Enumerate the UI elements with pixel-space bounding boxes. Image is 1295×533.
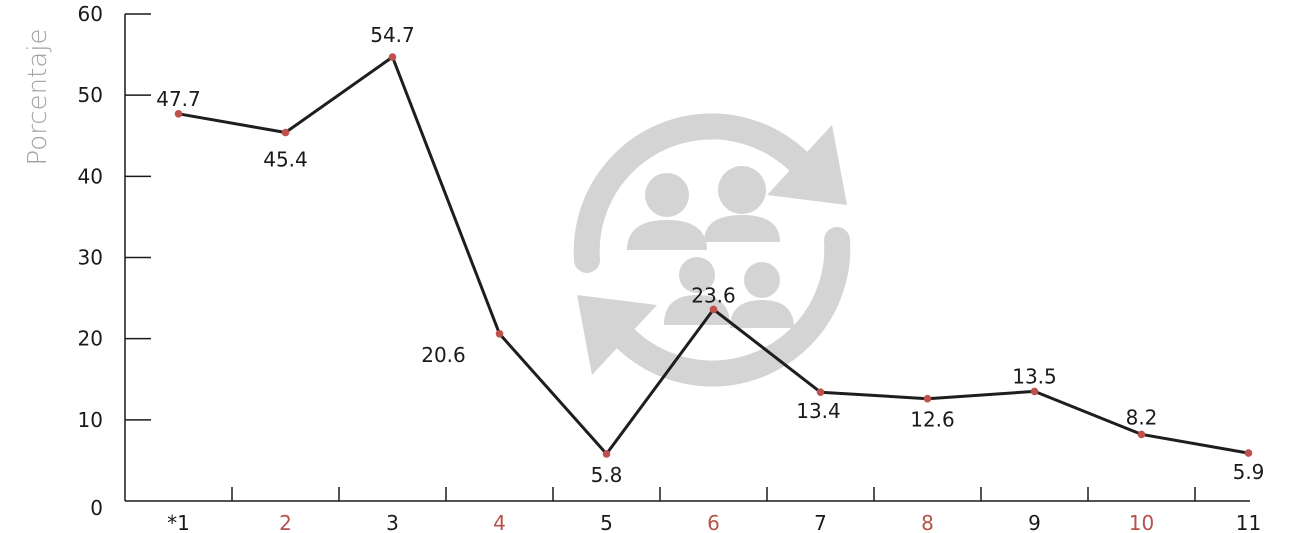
data-point [816, 388, 825, 397]
data-point [174, 110, 183, 118]
data-point [602, 450, 611, 458]
people-exchange-icon [573, 113, 851, 387]
data-label: 12.6 [910, 408, 955, 432]
data-label: 47.7 [156, 87, 201, 111]
data-point [1244, 449, 1253, 457]
data-label: 45.4 [263, 148, 308, 172]
data-label: 13.5 [1012, 364, 1057, 388]
data-label: 20.6 [421, 343, 466, 367]
x-tick-label: 7 [814, 511, 827, 533]
y-tick-label: 20 [78, 327, 103, 351]
data-label: 5.8 [591, 463, 623, 487]
x-tick-label: *1 [167, 511, 190, 533]
x-tick-label: 9 [1028, 511, 1041, 533]
data-point [1137, 430, 1146, 439]
data-label: 5.9 [1233, 460, 1265, 484]
data-point [495, 329, 504, 338]
x-tick-label: 2 [279, 511, 292, 533]
data-label: 54.7 [370, 23, 415, 47]
data-label: 13.4 [796, 399, 841, 423]
x-ticks: *1 2 3 4 5 6 7 8 9 10 11 [167, 487, 1261, 533]
x-tick-label: 3 [386, 511, 399, 533]
data-labels: 47.7 45.4 54.7 20.6 5.8 23.6 13.4 12.6 13.5 8.2 5.… [156, 23, 1264, 487]
data-point [923, 394, 932, 403]
x-tick-label: 4 [493, 511, 506, 533]
data-point [281, 128, 290, 137]
data-point [709, 305, 718, 314]
data-label: 8.2 [1126, 405, 1158, 429]
data-point [1030, 387, 1039, 396]
data-label: 23.6 [691, 283, 736, 307]
y-tick-label: 50 [78, 83, 103, 107]
y-tick-label: 10 [78, 408, 103, 432]
y-tick-label: 30 [78, 246, 103, 270]
y-axis-label: Porcentaje [23, 29, 53, 166]
x-tick-label: 5 [600, 511, 613, 533]
y-tick-label: 60 [78, 2, 103, 26]
x-tick-label: 10 [1129, 511, 1154, 533]
x-tick-label: 8 [921, 511, 934, 533]
data-points [174, 53, 1253, 458]
y-tick-label: 0 [90, 496, 103, 520]
x-tick-label: 11 [1236, 511, 1261, 533]
y-ticks: 0 10 20 30 40 50 60 [78, 2, 151, 520]
y-tick-label: 40 [78, 164, 103, 188]
data-point [388, 53, 397, 61]
x-tick-label: 6 [707, 511, 720, 533]
